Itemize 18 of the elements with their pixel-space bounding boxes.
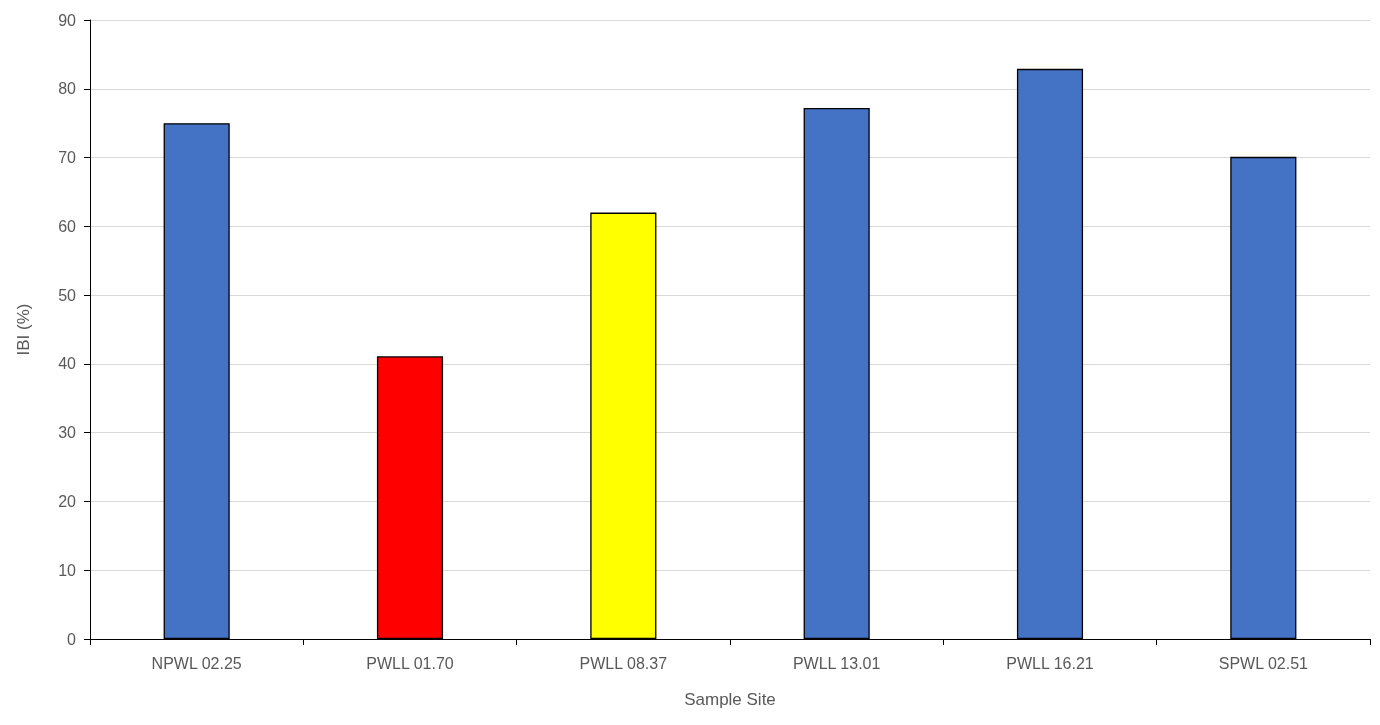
x-tick-label: NPWL 02.25 bbox=[151, 654, 242, 672]
x-axis-title: Sample Site bbox=[684, 690, 776, 709]
y-tick-label: 60 bbox=[58, 217, 77, 235]
x-tick-label: PWLL 13.01 bbox=[792, 654, 881, 672]
x-tick-label: PWLL 08.37 bbox=[579, 654, 668, 672]
y-tick-label: 50 bbox=[58, 286, 77, 304]
y-axis-title: IBI (%) bbox=[14, 303, 33, 356]
x-tick-label: SPWL 02.51 bbox=[1218, 654, 1309, 672]
y-tick-label: 0 bbox=[67, 630, 77, 648]
x-tick-label: PWLL 16.21 bbox=[1006, 654, 1094, 672]
y-tick-label: 40 bbox=[58, 355, 77, 373]
y-tick-label: 80 bbox=[58, 80, 77, 98]
y-tick-label: 20 bbox=[58, 492, 77, 510]
x-tick-label: PWLL 01.70 bbox=[366, 654, 454, 672]
y-tick-label: 70 bbox=[58, 149, 77, 167]
y-tick-label: 30 bbox=[58, 424, 77, 442]
y-tick-label: 10 bbox=[58, 561, 77, 579]
y-tick-label: 90 bbox=[58, 11, 77, 29]
